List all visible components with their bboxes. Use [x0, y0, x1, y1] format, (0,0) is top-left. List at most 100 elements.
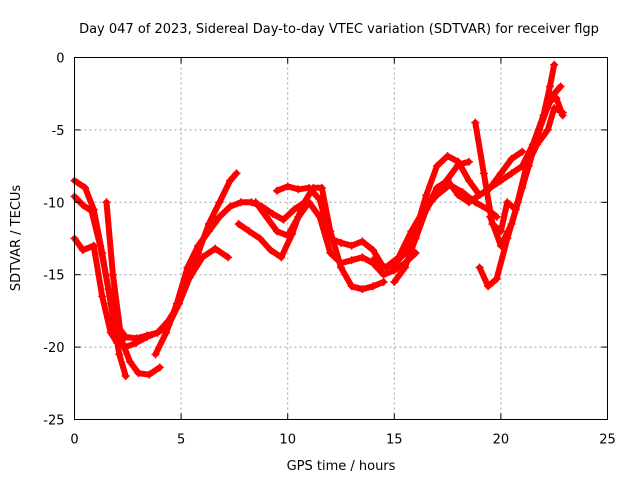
data-point [194, 241, 203, 250]
series-arc-14 [486, 60, 559, 250]
data-point [283, 231, 292, 240]
data-point [153, 328, 162, 337]
grid [74, 57, 608, 420]
data-point [550, 60, 559, 69]
data-point [81, 183, 90, 192]
data-point [507, 169, 516, 178]
series-line [71, 235, 231, 351]
data-point [245, 227, 254, 236]
data-point [326, 248, 335, 257]
data-point [79, 201, 88, 210]
data-point [411, 234, 420, 243]
data-point [134, 369, 143, 378]
data-point [496, 176, 505, 185]
series-line [487, 61, 558, 249]
x-tick-label: 5 [177, 433, 185, 448]
data-point [503, 198, 512, 207]
data-point [475, 191, 484, 200]
data-point [518, 147, 527, 156]
y-tick-label: 0 [56, 52, 64, 67]
data-point [277, 253, 286, 262]
data-point [496, 241, 505, 250]
data-point [347, 256, 356, 265]
data-point [211, 244, 220, 253]
y-axis-ticks: 0 -5 -10 -15 -20 -25 [43, 52, 608, 429]
data-point [411, 227, 420, 236]
y-tick-label: -25 [43, 414, 64, 429]
x-tick-label: 10 [279, 433, 296, 448]
data-point [305, 198, 314, 207]
data-point [79, 246, 88, 255]
data-point [172, 299, 181, 308]
data-point [528, 147, 537, 156]
x-axis-ticks: 0 5 10 15 20 25 [70, 57, 616, 448]
data-point [236, 198, 245, 207]
data-point [539, 111, 548, 120]
y-tick-label: -5 [52, 124, 65, 139]
data-point [162, 328, 171, 337]
data-point [234, 220, 243, 229]
data-point [155, 363, 164, 372]
data-point [464, 157, 473, 166]
data-point [117, 335, 126, 344]
data-point [556, 82, 565, 91]
data-point [432, 183, 441, 192]
x-tick-label: 0 [70, 433, 78, 448]
data-point [215, 198, 224, 207]
data-point [381, 263, 390, 272]
data-point [268, 209, 277, 218]
data-point [507, 220, 516, 229]
data-point [337, 238, 345, 247]
data-point [115, 350, 124, 359]
data-point [305, 183, 314, 192]
data-point [545, 82, 554, 91]
x-axis-label: GPS time / hours [287, 459, 396, 474]
data-series [70, 60, 567, 381]
data-point [121, 372, 130, 381]
series-arc-7 [251, 198, 420, 279]
data-point [226, 176, 235, 185]
data-point [479, 169, 488, 178]
y-tick-label: -15 [43, 269, 64, 284]
data-point [368, 256, 377, 265]
data-point [484, 282, 493, 291]
data-point [326, 234, 335, 243]
series-line [71, 170, 240, 342]
data-point [215, 212, 224, 221]
data-point [454, 157, 463, 166]
data-point [379, 277, 388, 286]
data-point [464, 176, 473, 185]
series-arc-5 [151, 198, 309, 359]
data-point [507, 154, 516, 163]
x-tick-label: 20 [493, 433, 510, 448]
data-point [204, 227, 213, 236]
data-point [145, 370, 154, 379]
chart-title: Day 047 of 2023, Sidereal Day-to-day VTE… [79, 22, 599, 37]
data-point [358, 285, 367, 294]
data-point [89, 241, 98, 250]
y-tick-label: -20 [43, 341, 64, 356]
data-point [226, 202, 235, 211]
data-point [558, 111, 567, 120]
data-point [89, 205, 98, 214]
data-point [390, 277, 399, 286]
data-point [98, 248, 107, 257]
data-point [142, 332, 151, 341]
data-point [471, 118, 480, 127]
data-point [492, 275, 501, 284]
data-point [279, 215, 288, 224]
data-point [337, 259, 345, 268]
data-point [543, 125, 552, 134]
data-point [251, 198, 260, 207]
series-line [152, 199, 308, 358]
data-point [283, 182, 292, 191]
series-arc-6 [234, 183, 388, 294]
data-point [454, 191, 463, 200]
data-point [368, 246, 377, 255]
data-point [432, 162, 441, 171]
data-point [198, 253, 207, 262]
data-point [151, 350, 160, 359]
series-arc-2 [70, 234, 233, 352]
data-point [496, 169, 505, 178]
data-point [262, 212, 271, 221]
